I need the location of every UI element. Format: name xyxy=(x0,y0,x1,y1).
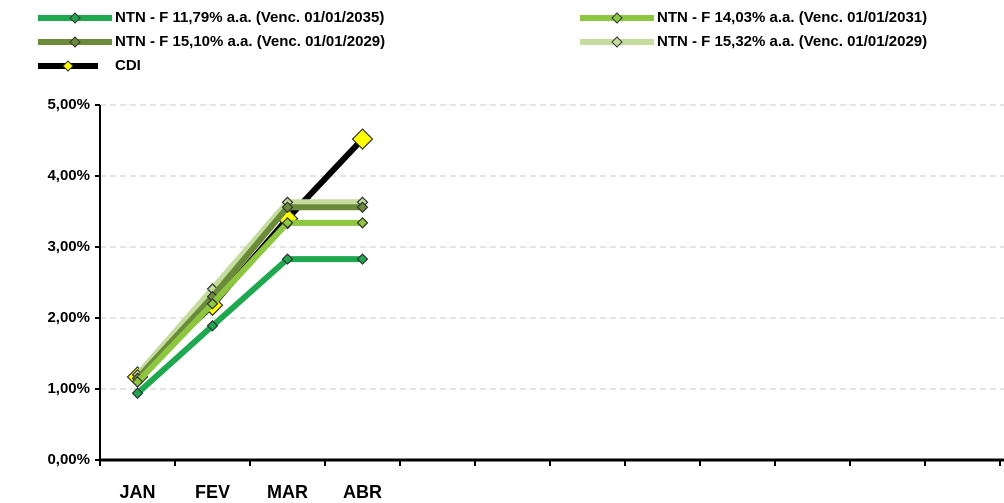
series-line xyxy=(135,199,363,377)
y-tick-label: 5,00% xyxy=(47,96,90,113)
legend-marker xyxy=(69,36,81,48)
y-tick-label: 2,00% xyxy=(47,309,90,326)
x-tick-label: JAN xyxy=(119,482,155,502)
series-line xyxy=(135,256,363,396)
legend-marker xyxy=(69,12,81,24)
data-point xyxy=(206,297,219,310)
y-tick-label: 4,00% xyxy=(47,167,90,184)
x-tick-label: ABR xyxy=(343,482,382,502)
legend-label: NTN - F 11,79% a.a. (Venc. 01/01/2035) xyxy=(115,9,384,26)
data-point xyxy=(351,128,374,150)
legend-label: NTN - F 15,10% a.a. (Venc. 01/01/2029) xyxy=(115,33,385,50)
data-point xyxy=(281,201,294,214)
data-point xyxy=(356,201,369,214)
y-tick-label: 0,00% xyxy=(47,451,90,468)
legend-marker xyxy=(611,36,623,48)
series-line xyxy=(135,219,363,384)
legend-label: CDI xyxy=(115,57,141,74)
data-point xyxy=(281,217,294,229)
legend-marker xyxy=(62,60,74,72)
data-point xyxy=(131,376,144,388)
y-tick-label: 1,00% xyxy=(47,380,90,397)
legend-label: NTN - F 15,32% a.a. (Venc. 01/01/2029) xyxy=(657,33,927,50)
legend-label: NTN - F 14,03% a.a. (Venc. 01/01/2031) xyxy=(657,9,927,26)
series-line xyxy=(135,204,363,381)
x-tick-label: FEV xyxy=(195,482,230,502)
data-point xyxy=(356,253,369,265)
legend-marker xyxy=(611,12,623,24)
data-point xyxy=(281,253,294,265)
x-tick-label: MAR xyxy=(267,482,308,502)
data-point xyxy=(131,387,144,400)
data-point xyxy=(356,217,369,229)
y-tick-label: 3,00% xyxy=(47,238,90,255)
data-point xyxy=(206,319,219,332)
